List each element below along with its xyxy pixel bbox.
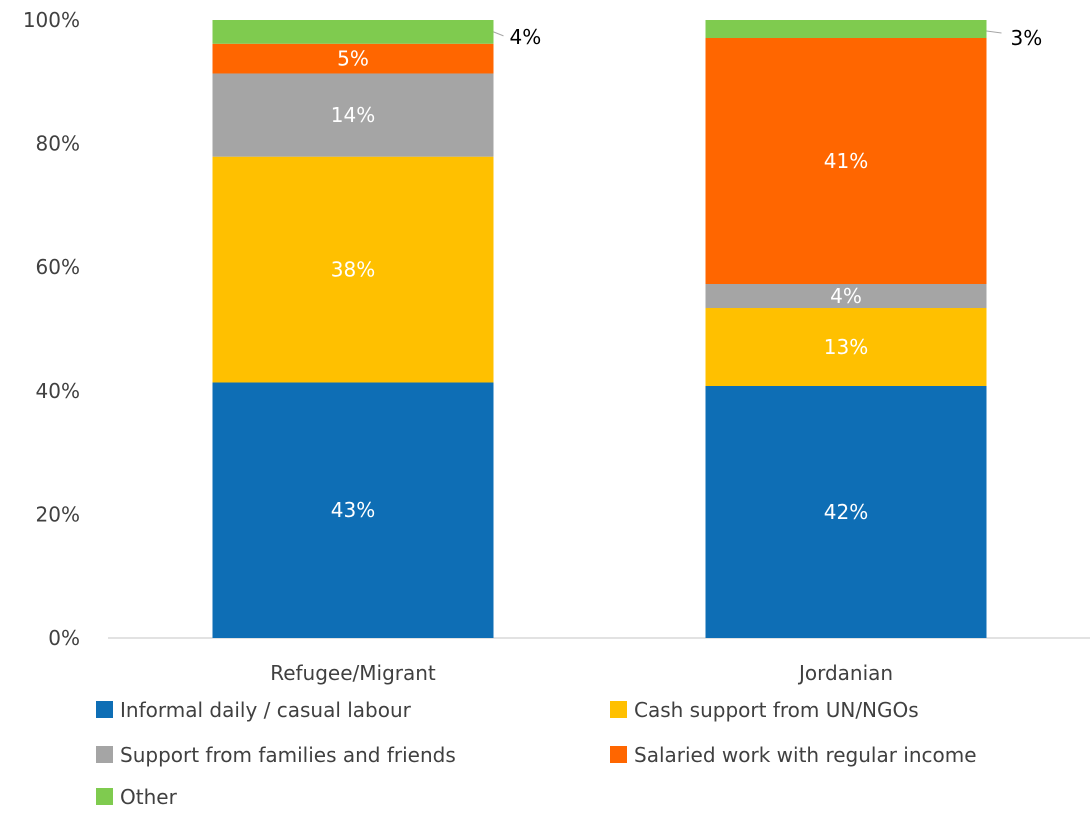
data-label: 4% — [510, 25, 542, 49]
bar-segment — [212, 156, 494, 383]
bar-segment — [705, 20, 987, 38]
bar-segment — [212, 73, 494, 157]
bar-segment — [705, 38, 987, 284]
bar-segment — [212, 20, 494, 44]
data-label: 14% — [331, 103, 375, 127]
legend-item: Cash support from UN/NGOs — [610, 698, 919, 722]
legend-swatch — [610, 746, 627, 763]
legend-label: Other — [120, 785, 178, 809]
data-label: 42% — [824, 500, 868, 524]
bar-segment — [705, 308, 987, 386]
legend-label: Informal daily / casual labour — [120, 698, 412, 722]
legend-label: Salaried work with regular income — [634, 743, 977, 767]
y-tick-label: 60% — [36, 255, 80, 279]
y-tick-label: 100% — [23, 8, 80, 32]
data-label: 13% — [824, 335, 868, 359]
data-label: 41% — [824, 149, 868, 173]
bar-segment — [705, 284, 987, 308]
data-label: 38% — [331, 258, 375, 282]
legend-item: Support from families and friends — [96, 743, 456, 767]
legend-swatch — [610, 701, 627, 718]
bar-segment — [212, 382, 494, 638]
x-category-label: Jordanian — [797, 661, 893, 685]
bar-segment — [212, 43, 494, 74]
y-tick-label: 20% — [36, 502, 80, 526]
legend-swatch — [96, 701, 113, 718]
y-tick-label: 80% — [36, 132, 80, 156]
legend-swatch — [96, 788, 113, 805]
leader-line — [986, 30, 1002, 34]
y-tick-label: 0% — [48, 626, 80, 650]
legend-swatch — [96, 746, 113, 763]
legend-label: Support from families and friends — [120, 743, 456, 767]
legend-label: Cash support from UN/NGOs — [634, 698, 919, 722]
data-label: 3% — [1011, 26, 1043, 50]
legend-item: Salaried work with regular income — [610, 743, 977, 767]
y-tick-label: 40% — [36, 379, 80, 403]
legend-item: Other — [96, 785, 178, 809]
data-label: 5% — [337, 47, 369, 71]
legend-item: Informal daily / casual labour — [96, 698, 412, 722]
data-label: 43% — [331, 498, 375, 522]
bar-segment — [705, 386, 987, 638]
data-label: 4% — [830, 284, 862, 308]
leader-line — [493, 31, 504, 37]
x-category-label: Refugee/Migrant — [270, 661, 436, 685]
